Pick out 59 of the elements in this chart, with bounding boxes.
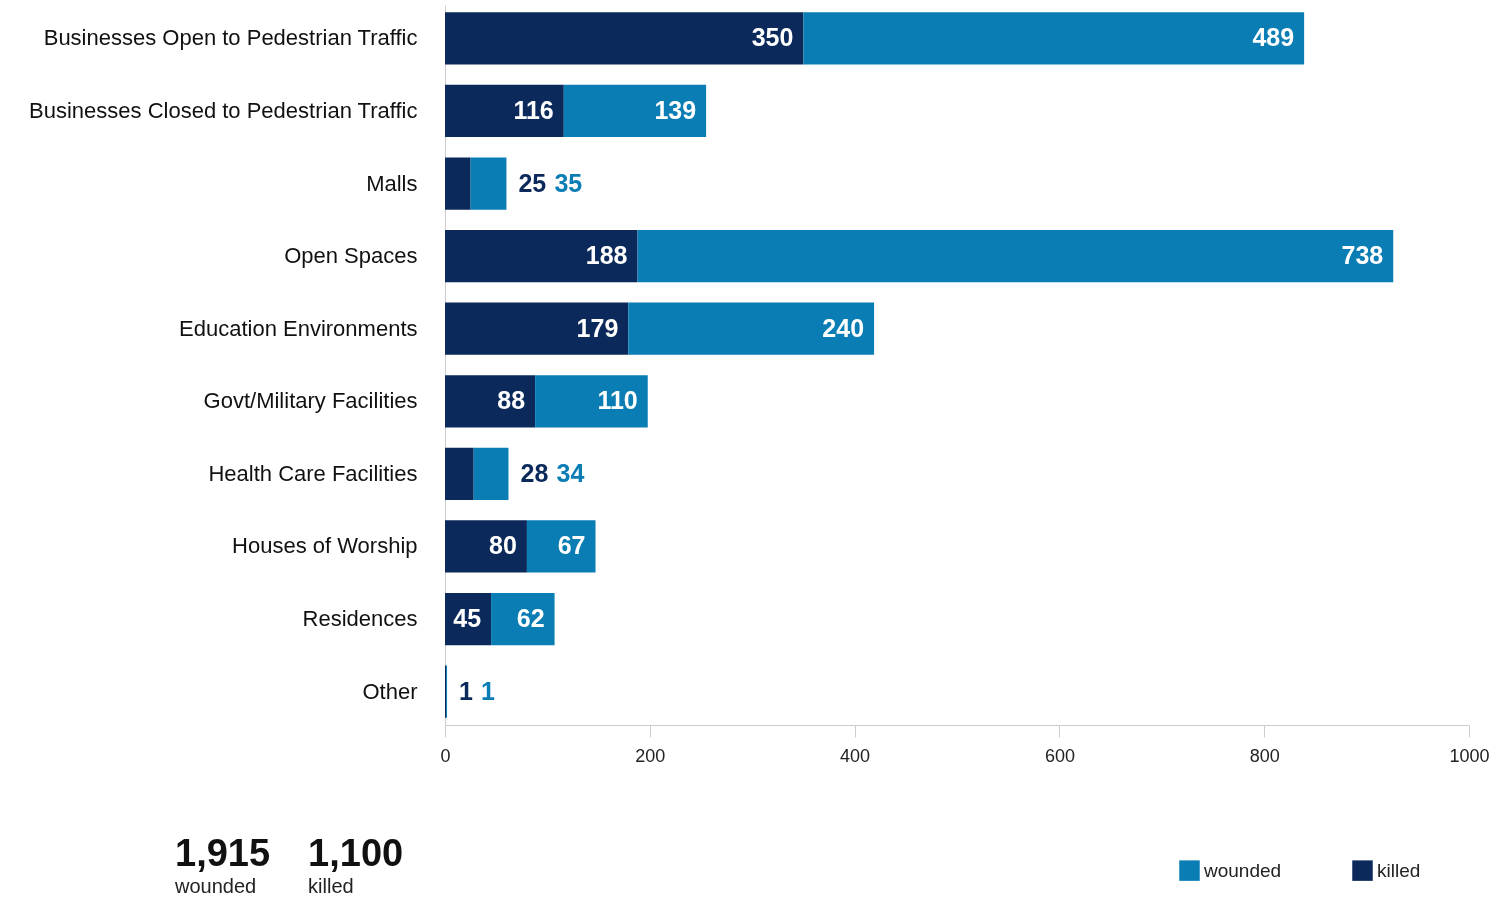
y-tick-label: Open Spaces	[284, 243, 418, 269]
bar	[473, 447, 509, 500]
text: 1,915	[175, 832, 271, 874]
text: 1,100	[308, 832, 404, 874]
x-tick-label: 1000	[1449, 745, 1490, 766]
y-tick-label: Health Care Facilities	[208, 460, 418, 486]
data-label: 188	[585, 241, 628, 270]
x-tick-label: 800	[1249, 745, 1280, 766]
x-tick-label: 600	[1044, 745, 1075, 766]
y-tick-label: Residences	[302, 606, 418, 632]
data-label: 35	[554, 168, 583, 197]
bar	[526, 520, 596, 573]
data-label: 179	[576, 313, 619, 342]
bar	[445, 12, 804, 65]
data-label: 34	[556, 458, 585, 487]
bar	[445, 302, 629, 355]
data-label: 1	[481, 676, 496, 705]
bar	[628, 302, 875, 355]
data-label: 88	[497, 386, 526, 415]
text: wounded	[175, 874, 258, 898]
data-label: 45	[453, 604, 482, 633]
bar	[445, 230, 638, 283]
bar	[445, 375, 536, 428]
bar	[637, 230, 1394, 283]
data-label: 25	[518, 168, 547, 197]
legend-label: killed	[1377, 859, 1421, 881]
y-tick-label: Govt/Military Facilities	[203, 388, 418, 414]
x-tick-label: 200	[635, 745, 666, 766]
data-label: 80	[489, 531, 517, 560]
data-label: 139	[654, 95, 697, 124]
y-tick-label: Businesses Closed to Pedestrian Traffic	[29, 97, 418, 123]
data-label: 110	[597, 386, 638, 415]
y-tick-label: Houses of Worship	[232, 533, 418, 559]
bar	[563, 84, 707, 138]
bar	[491, 592, 555, 646]
bar	[445, 84, 564, 138]
text: killed	[308, 874, 355, 898]
data-label: 62	[516, 604, 545, 633]
bar	[445, 157, 471, 210]
data-label: 350	[751, 23, 794, 52]
y-tick-label: Education Environments	[179, 315, 418, 341]
y-tick-label: Other	[362, 678, 418, 704]
data-label: 1	[459, 676, 474, 705]
data-label: 489	[1252, 23, 1295, 52]
y-tick-label: Businesses Open to Pedestrian Traffic	[43, 25, 418, 51]
data-label: 240	[822, 313, 865, 342]
bar	[445, 520, 527, 573]
data-label: 28	[520, 458, 549, 487]
legend-label: wounded	[1203, 859, 1282, 881]
x-tick-label: 0	[440, 745, 451, 766]
bar	[803, 12, 1305, 65]
y-tick-label: Malls	[366, 170, 418, 196]
data-label: 738	[1341, 241, 1384, 270]
bar	[535, 375, 648, 428]
bar	[445, 447, 474, 500]
x-tick-label: 400	[840, 745, 871, 766]
bar	[470, 157, 507, 210]
data-label: 67	[557, 531, 586, 560]
data-label: 116	[513, 95, 554, 124]
